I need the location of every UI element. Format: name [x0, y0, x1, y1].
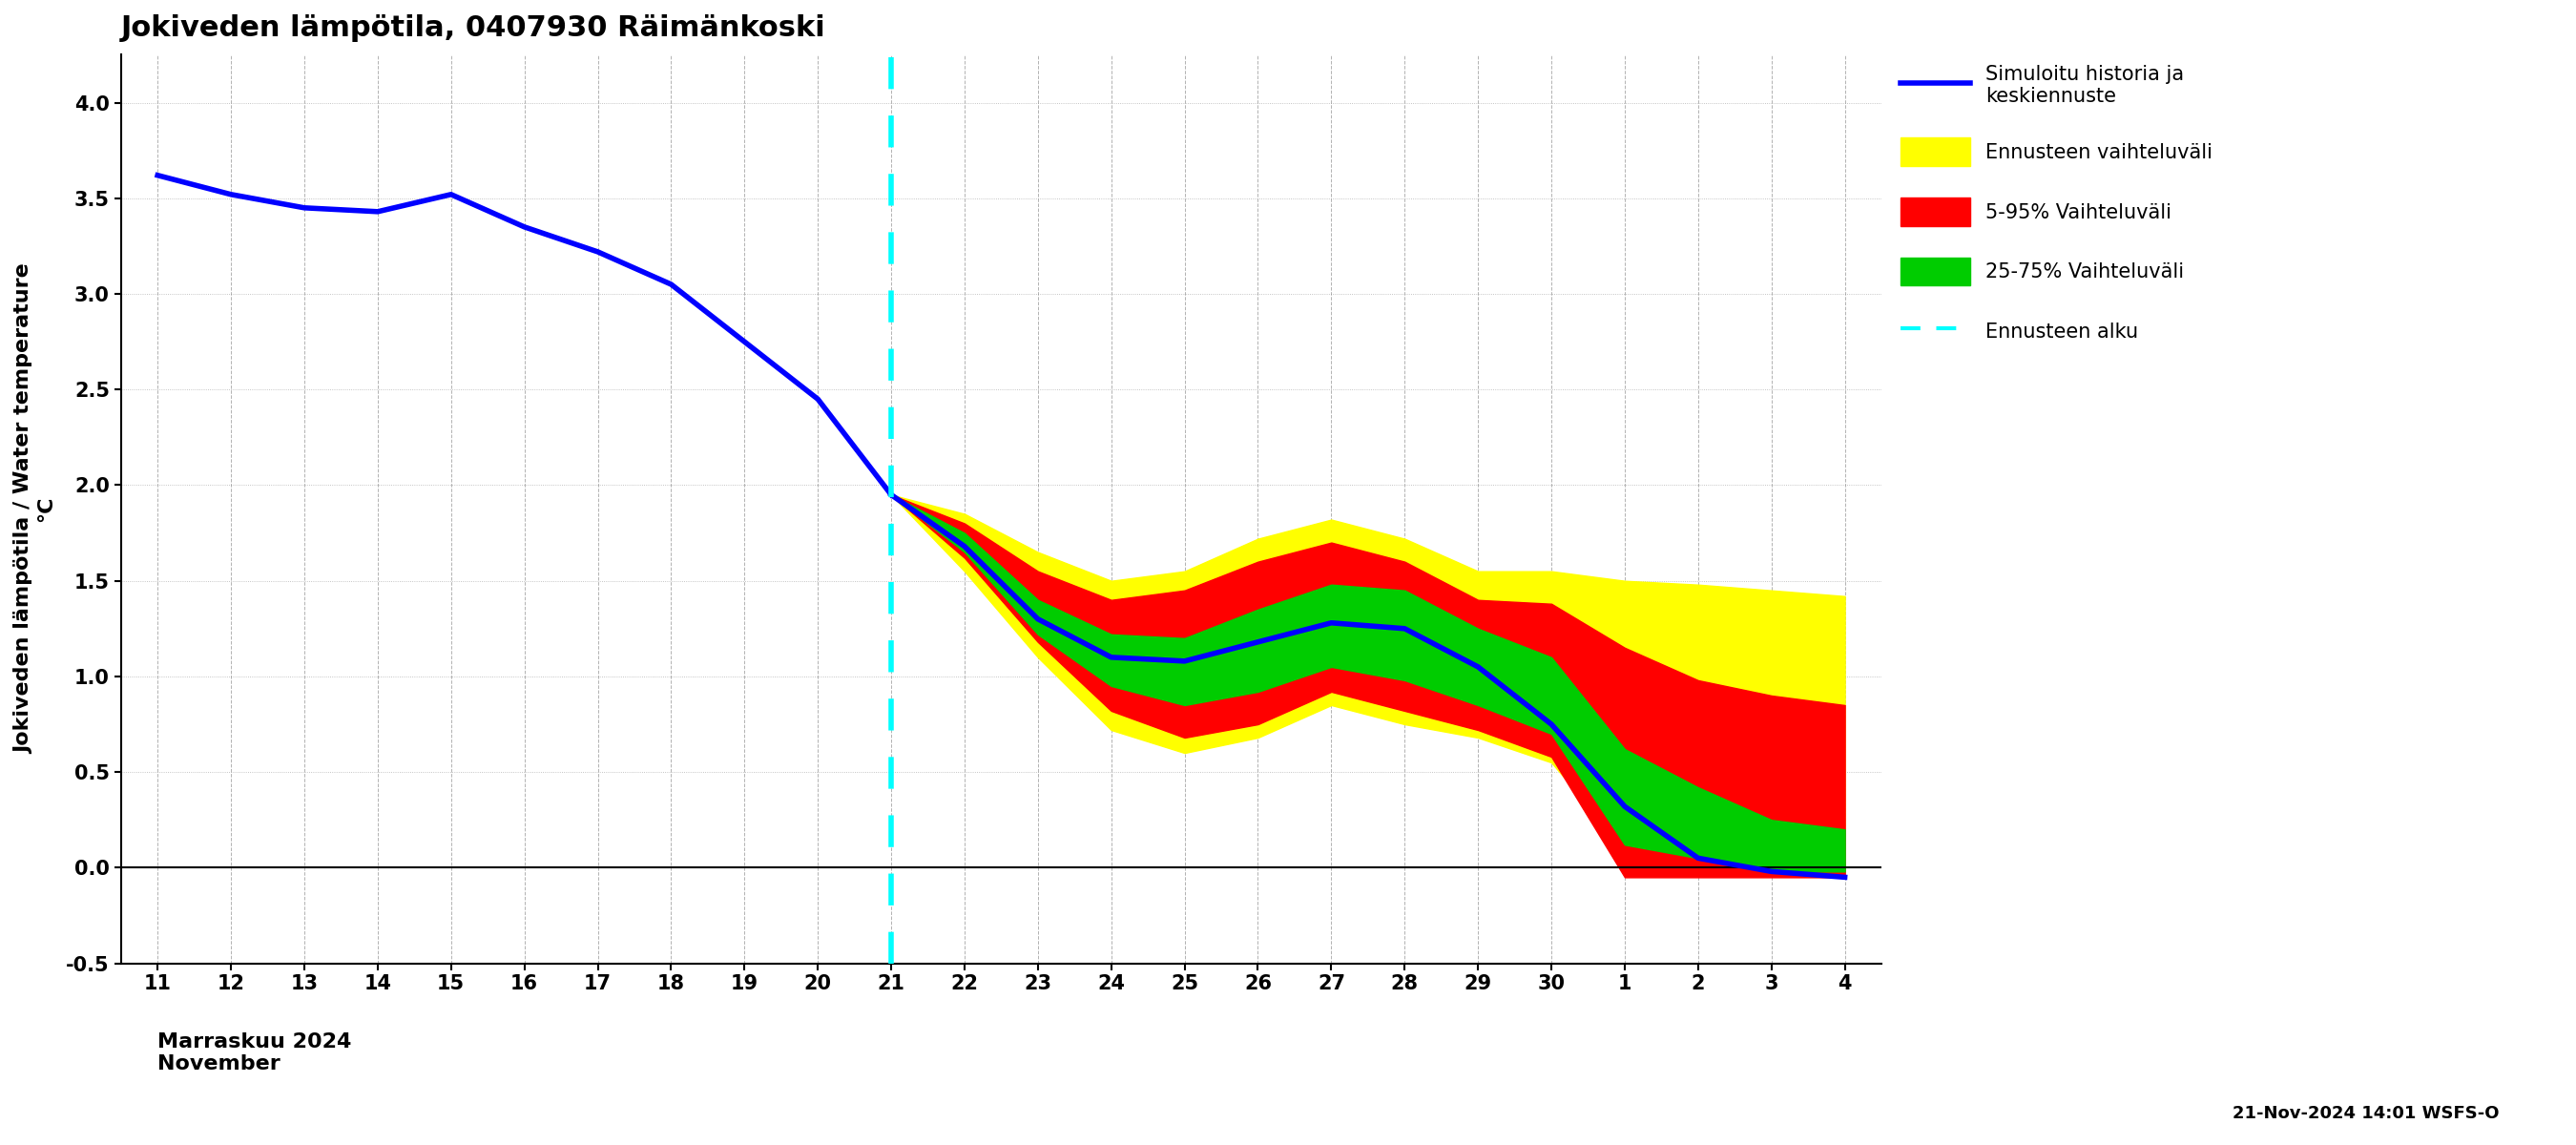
Y-axis label: Jokiveden lämpötila / Water temperature
°C: Jokiveden lämpötila / Water temperature … — [15, 264, 57, 755]
Text: 21-Nov-2024 14:01 WSFS-O: 21-Nov-2024 14:01 WSFS-O — [2231, 1105, 2499, 1122]
Text: Marraskuu 2024
November: Marraskuu 2024 November — [157, 1033, 353, 1073]
Text: Jokiveden lämpötila, 0407930 Räimänkoski: Jokiveden lämpötila, 0407930 Räimänkoski — [121, 14, 827, 42]
Legend: Simuloitu historia ja
keskiennuste, Ennusteen vaihteluväli, 5-95% Vaihteluväli, : Simuloitu historia ja keskiennuste, Ennu… — [1901, 65, 2213, 346]
